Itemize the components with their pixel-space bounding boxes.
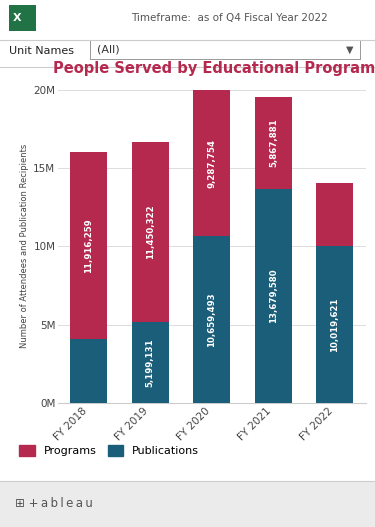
Text: 5,199,131: 5,199,131: [146, 338, 155, 387]
Text: People Served by Educational Programs, All: People Served by Educational Programs, A…: [53, 62, 375, 76]
Text: (All): (All): [97, 45, 119, 54]
Bar: [255, 96, 292, 189]
Text: 9,287,754: 9,287,754: [207, 139, 216, 188]
Bar: [316, 246, 353, 403]
Text: ⊞ + a b l e a u: ⊞ + a b l e a u: [15, 497, 93, 510]
Bar: [194, 236, 230, 403]
Text: X: X: [13, 13, 21, 23]
Text: 11,916,259: 11,916,259: [84, 218, 93, 273]
Text: ▼: ▼: [346, 45, 353, 54]
Bar: [316, 183, 353, 246]
Text: Timeframe:  as of Q4 Fiscal Year 2022: Timeframe: as of Q4 Fiscal Year 2022: [131, 13, 328, 23]
Text: Unit Names: Unit Names: [9, 46, 74, 56]
Bar: [70, 339, 107, 403]
Bar: [132, 321, 169, 403]
Text: 5,867,881: 5,867,881: [269, 118, 278, 167]
Text: 10,019,621: 10,019,621: [330, 297, 339, 352]
Y-axis label: Number of Attendees and Publication Recipients: Number of Attendees and Publication Reci…: [20, 144, 29, 348]
Bar: [132, 142, 169, 321]
Bar: [255, 189, 292, 403]
Bar: [194, 91, 230, 236]
Text: 10,659,493: 10,659,493: [207, 292, 216, 347]
Bar: [70, 152, 107, 339]
Text: 13,679,580: 13,679,580: [269, 269, 278, 323]
Text: 11,450,322: 11,450,322: [146, 204, 155, 259]
Legend: Programs, Publications: Programs, Publications: [15, 441, 204, 461]
